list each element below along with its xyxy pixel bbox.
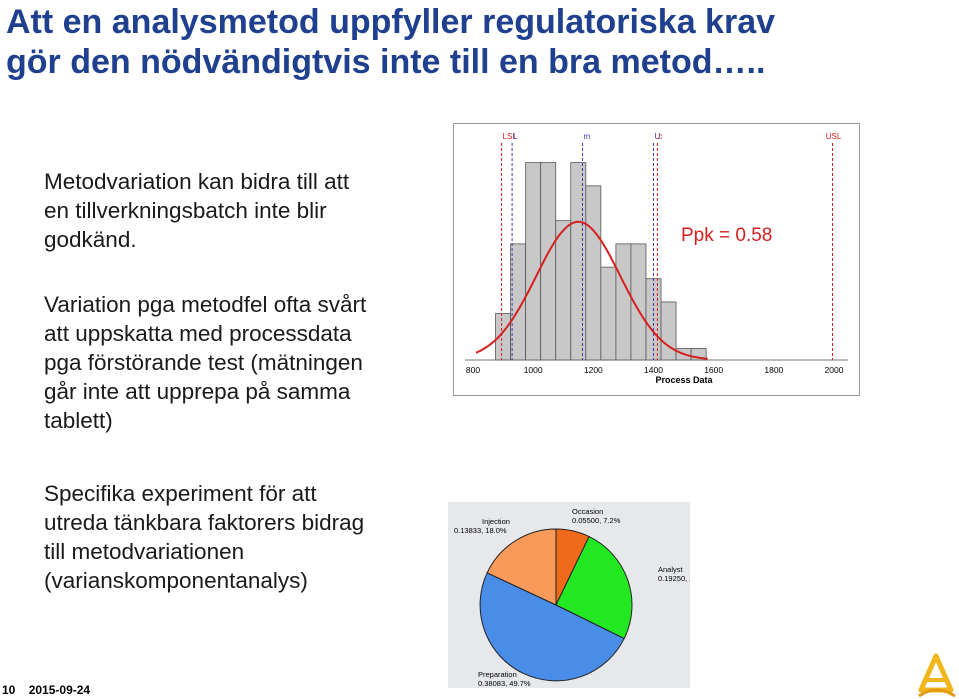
histogram-bar bbox=[615, 243, 632, 361]
reference-line-label: LSL bbox=[503, 132, 518, 141]
page-number: 10 bbox=[2, 683, 16, 697]
pie-label-analyst-value: 0.19250, 25.1% bbox=[658, 574, 690, 583]
company-logo-icon bbox=[918, 653, 956, 698]
histogram-bar bbox=[555, 220, 572, 361]
paragraph-variation-estimate: Variation pga metodfel ofta svårt att up… bbox=[44, 290, 366, 435]
paragraph-line: Variation pga metodfel ofta svårt bbox=[44, 292, 367, 317]
pie-label-analyst-name: Analyst bbox=[658, 565, 684, 574]
paragraph-line: Metodvariation kan bidra till att bbox=[44, 169, 350, 194]
title-line: Att en analysmetod uppfyller regulatoris… bbox=[6, 3, 776, 41]
x-tick-label: 1400 bbox=[644, 365, 663, 375]
paragraph-line: godkänd. bbox=[44, 227, 137, 252]
fitted-normal-curve bbox=[475, 220, 708, 360]
histogram-bar bbox=[600, 266, 617, 361]
reference-line-label: L bbox=[513, 132, 518, 141]
paragraph-line: Specifika experiment för att bbox=[44, 481, 317, 506]
x-tick-label: 800 bbox=[466, 365, 480, 375]
paragraph-line: till metodvariationen bbox=[44, 539, 245, 564]
variance-components-pie-chart: Occasion 0.05500, 7.2% Analyst 0.19250, … bbox=[448, 502, 690, 688]
reference-line-label: c bbox=[658, 132, 662, 141]
paragraph-line: utreda tänkbara faktorers bidrag bbox=[44, 510, 365, 535]
histogram-bar bbox=[690, 347, 707, 361]
slide-footer: 10 2015-09-24 bbox=[2, 683, 100, 697]
histogram-bar bbox=[585, 185, 602, 361]
paragraph-method-variation: Metodvariation kan bidra till att en til… bbox=[44, 167, 349, 254]
pie-label-occasion-name: Occasion bbox=[572, 507, 603, 516]
pie-slice-injection bbox=[486, 528, 557, 606]
pie-label-occasion-value: 0.05500, 7.2% bbox=[572, 516, 621, 525]
histogram-bar bbox=[660, 301, 677, 361]
pie-slice-analyst bbox=[555, 535, 633, 640]
footer-date: 2015-09-24 bbox=[28, 683, 91, 697]
x-tick-label: 1800 bbox=[764, 365, 783, 375]
x-tick-label: 2000 bbox=[825, 365, 844, 375]
reference-line-label: USL bbox=[826, 132, 842, 141]
pie-label-injection-value: 0.13833, 18.0% bbox=[454, 526, 507, 535]
histogram-bar bbox=[525, 162, 542, 361]
pie-label-preparation-name: Preparation bbox=[478, 670, 517, 679]
paragraph-line: (varianskomponentanalys) bbox=[44, 568, 308, 593]
title-line: gör den nödvändigtvis inte till en bra m… bbox=[6, 43, 766, 81]
histogram-bar bbox=[570, 162, 587, 361]
paragraph-line: går inte att upprepa på samma bbox=[44, 379, 351, 404]
paragraph-line: en tillverkningsbatch inte blir bbox=[44, 198, 327, 223]
paragraph-line: att uppskatta med processdata bbox=[44, 321, 352, 346]
pie-label-injection-name: Injection bbox=[482, 517, 510, 526]
reference-line-label: U bbox=[655, 132, 661, 141]
paragraph-line: pga förstörande test (mätningen bbox=[44, 350, 363, 375]
slide-title: Att en analysmetod uppfyller regulatoris… bbox=[6, 2, 956, 82]
x-tick-label: 1600 bbox=[704, 365, 723, 375]
x-axis-label: Process Data bbox=[655, 375, 713, 385]
pie-slice-preparation bbox=[479, 572, 625, 682]
paragraph-experiments: Specifika experiment för att utreda tänk… bbox=[44, 479, 364, 595]
paragraph-line: tablett) bbox=[44, 408, 113, 433]
ppk-annotation: Ppk = 0.58 bbox=[681, 225, 772, 246]
pie-label-preparation-value: 0.38083, 49.7% bbox=[478, 679, 531, 688]
x-tick-label: 1200 bbox=[584, 365, 603, 375]
reference-line-label: m bbox=[584, 132, 591, 141]
x-tick-label: 1000 bbox=[524, 365, 543, 375]
